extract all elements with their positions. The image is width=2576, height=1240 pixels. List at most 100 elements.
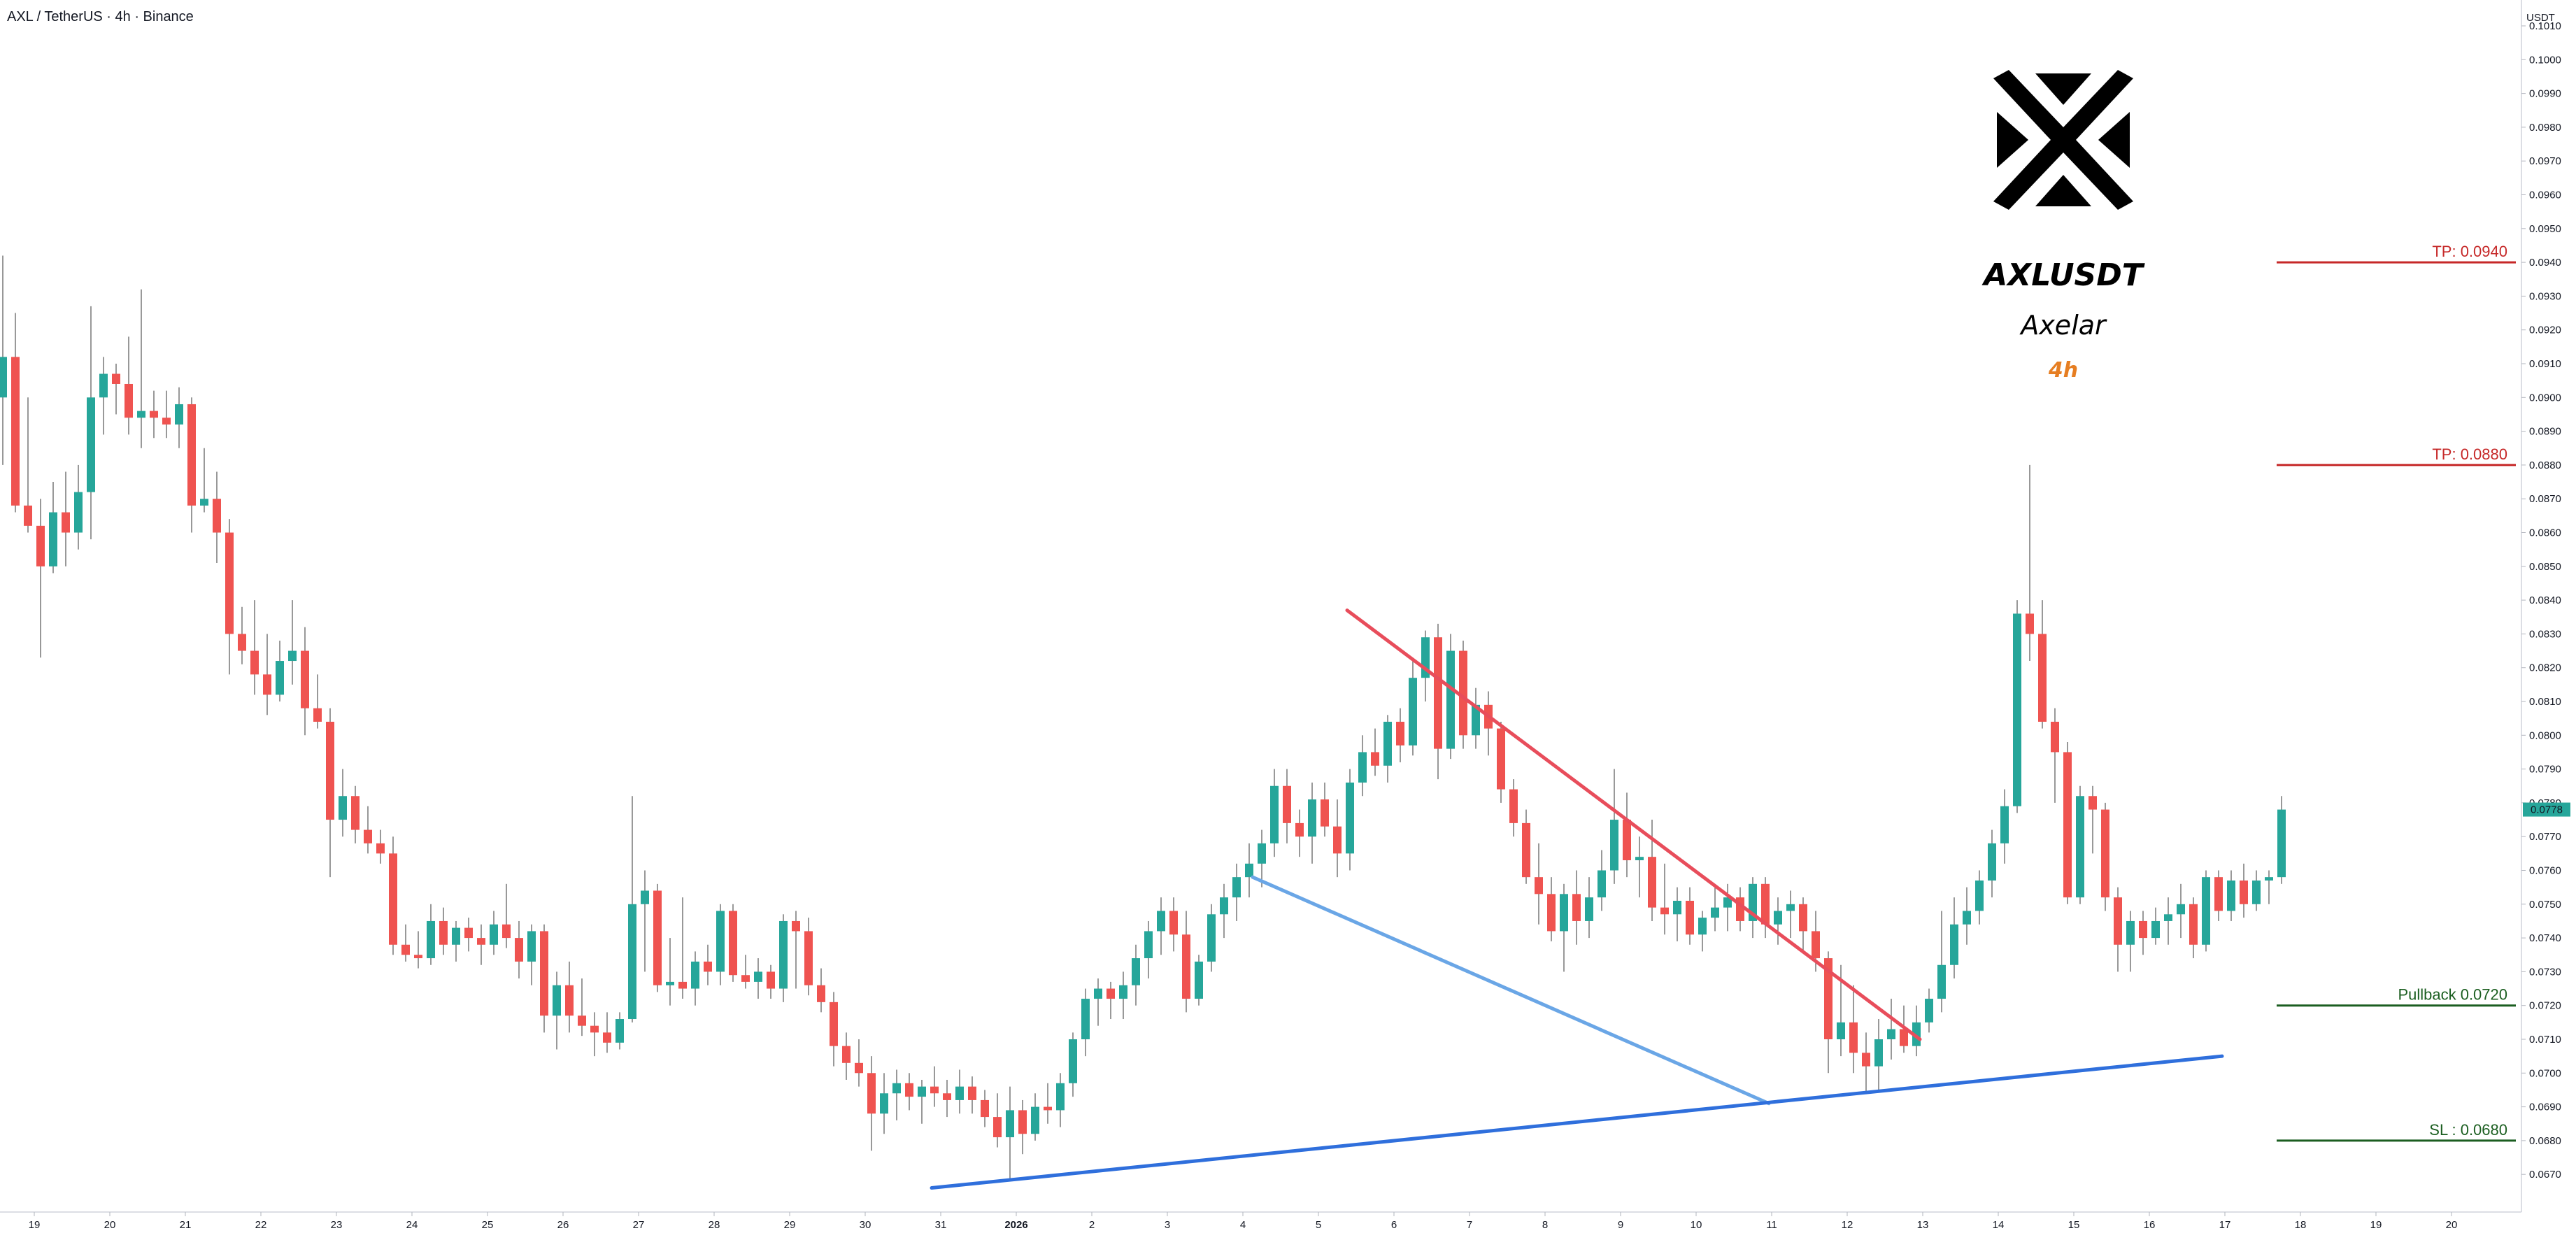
candle-body <box>779 920 788 989</box>
time-tick-label: 6 <box>1391 1219 1397 1231</box>
candle-body <box>1937 964 1946 999</box>
candle-body <box>112 373 120 384</box>
candle-body <box>74 492 83 533</box>
candle-body <box>1094 988 1102 999</box>
candle-body <box>540 931 548 1016</box>
candle-body <box>666 981 674 985</box>
candle-body <box>2227 880 2235 911</box>
candle <box>1522 809 1530 884</box>
time-tick-label: 13 <box>1917 1219 1929 1231</box>
candle <box>540 924 548 1033</box>
candle <box>2000 789 2009 864</box>
candle-body <box>1434 637 1442 749</box>
time-tick-label: 21 <box>180 1219 192 1231</box>
candle-body <box>1308 799 1316 837</box>
candle-body <box>968 1086 976 1100</box>
candle <box>339 769 347 837</box>
candle <box>1635 836 1644 898</box>
current-price-label: 0.0778 <box>2531 804 2563 816</box>
candle <box>1497 721 1505 803</box>
candle-body <box>1887 1029 1895 1039</box>
candle-body <box>2240 880 2248 904</box>
candle <box>99 357 108 435</box>
candle-body <box>24 505 32 526</box>
candle-body <box>11 357 20 506</box>
candle <box>1597 850 1606 911</box>
price-tick-label: 0.1010 <box>2529 20 2561 32</box>
candle <box>754 958 762 999</box>
candle-body <box>2177 904 2185 915</box>
candle <box>1623 792 1631 878</box>
candle <box>1018 1099 1027 1155</box>
candle <box>414 931 422 969</box>
time-tick-label: 20 <box>2446 1219 2458 1231</box>
candle <box>1396 708 1404 762</box>
trendline-wedge-bottom[interactable] <box>1251 875 1771 1106</box>
price-tick-label: 0.0720 <box>2529 1000 2561 1012</box>
candle <box>553 971 561 1050</box>
candle <box>729 904 737 982</box>
time-axis[interactable]: 19 20 21 22 23 24 25 26 27 28 29 30 31 2026 2 3 4 5 6 7 8 9 10… <box>29 1212 2458 1231</box>
candle <box>943 1079 951 1118</box>
candle <box>1887 999 1895 1060</box>
candle-body <box>339 796 347 820</box>
candle <box>1295 809 1304 857</box>
candle-body <box>1056 1083 1065 1111</box>
candle-body <box>1169 911 1178 935</box>
candle <box>1333 799 1342 878</box>
candle-body <box>2202 877 2210 945</box>
time-tick-label: 15 <box>2068 1219 2080 1231</box>
candle <box>1446 634 1455 760</box>
current-price-badge <box>2523 802 2570 817</box>
candle-body <box>1761 883 1770 925</box>
candle <box>1119 971 1127 1020</box>
price-tick-label: 0.0930 <box>2529 290 2561 302</box>
candle <box>36 499 45 658</box>
time-tick-label: 3 <box>1165 1219 1170 1231</box>
candle-body <box>213 499 221 533</box>
symbol-title: AXL / TetherUS · 4h · Binance <box>7 9 194 24</box>
candle-body <box>2051 721 2059 753</box>
time-tick-label: 11 <box>1766 1219 1777 1231</box>
candle <box>477 924 485 965</box>
candle-body <box>87 397 95 492</box>
candle-body <box>515 938 523 962</box>
trendline-wedge-top[interactable] <box>1345 608 1922 1041</box>
time-tick-label: 24 <box>406 1219 418 1231</box>
candle-body <box>2151 920 2160 939</box>
candle <box>2177 883 2185 939</box>
candle <box>716 904 725 985</box>
candle <box>641 870 649 972</box>
candle-body <box>2114 897 2122 945</box>
trendline-support[interactable] <box>930 1054 2224 1190</box>
time-tick-label: 28 <box>709 1219 720 1231</box>
brand-ticker: AXLUSDT <box>1981 257 2145 293</box>
candle <box>918 1079 926 1124</box>
time-tick-label: 23 <box>331 1219 343 1231</box>
candle-body <box>313 708 322 722</box>
candle <box>704 944 712 985</box>
candle <box>1849 985 1858 1074</box>
candle-body <box>892 1083 901 1094</box>
candle-body <box>1774 911 1782 925</box>
candle <box>2139 911 2147 955</box>
candle-body <box>1623 820 1631 861</box>
candle-body <box>817 985 825 1002</box>
time-tick-label: 29 <box>784 1219 796 1231</box>
price-tick-label: 0.0860 <box>2529 527 2561 539</box>
candle-body <box>175 404 183 425</box>
candle-body <box>830 1002 838 1046</box>
candle-body <box>1535 877 1543 895</box>
candle <box>1610 769 1618 884</box>
candle-body <box>301 650 309 708</box>
candle-body <box>150 411 158 418</box>
candle <box>137 289 145 448</box>
candle-body <box>1472 704 1480 736</box>
candle <box>1572 870 1581 945</box>
candle <box>2277 796 2286 884</box>
candle <box>603 1012 611 1053</box>
candle-body <box>49 512 57 566</box>
candle-body <box>1207 914 1216 962</box>
price-axis[interactable]: 0.1010 0.1000 0.0990 0.0980 0.0970 0.0960 0.09… <box>2521 20 2561 1181</box>
